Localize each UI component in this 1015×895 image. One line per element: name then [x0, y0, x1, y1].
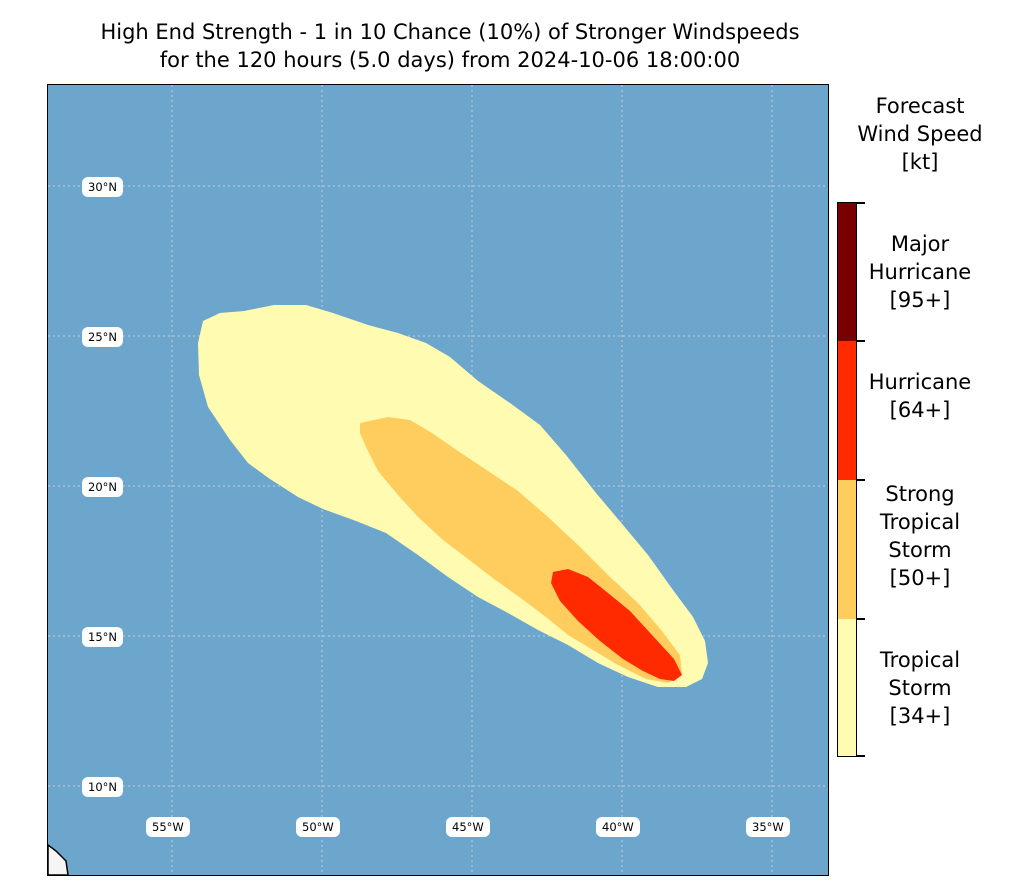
lon-label-45w: 45°W: [446, 817, 490, 837]
lon-label-50w: 50°W: [296, 817, 340, 837]
chart-title: High End Strength - 1 in 10 Chance (10%)…: [0, 18, 900, 74]
lon-label-55w: 55°W: [146, 817, 190, 837]
label-line: Strong: [885, 482, 955, 506]
lat-label-15n: 15°N: [82, 627, 123, 647]
colorbar-title-line-1: Forecast: [875, 94, 965, 118]
hurricane-swath: [551, 569, 682, 681]
colorbar-segment-tropical-storm: [838, 619, 856, 756]
label-line: Hurricane: [868, 370, 972, 394]
colorbar-tick: [856, 618, 865, 620]
title-line-2: for the 120 hours (5.0 days) from 2024-1…: [159, 48, 741, 72]
colorbar-label-strong-tropical-storm: Strong Tropical Storm [50+]: [845, 480, 995, 592]
lat-label-20n: 20°N: [82, 477, 123, 497]
label-line: Tropical: [879, 510, 961, 534]
colorbar-segment-hurricane: [838, 341, 856, 480]
map-panel[interactable]: 30°N 25°N 20°N 15°N 10°N 55°W 50°W 45°W …: [47, 84, 829, 876]
label-line: Hurricane: [868, 260, 972, 284]
label-line: [34+]: [889, 704, 951, 728]
lat-label-25n: 25°N: [82, 327, 123, 347]
colorbar-tick: [856, 340, 865, 342]
colorbar-segment-major-hurricane: [838, 203, 856, 341]
label-line: Major: [890, 232, 950, 256]
colorbar-title: Forecast Wind Speed [kt]: [840, 92, 1000, 176]
colorbar-tick: [856, 755, 865, 757]
colorbar-segment-strong-tropical-storm: [838, 480, 856, 619]
colorbar-title-line-2: Wind Speed: [857, 122, 983, 146]
colorbar-label-major-hurricane: Major Hurricane [95+]: [845, 230, 995, 314]
lat-label-30n: 30°N: [82, 177, 123, 197]
label-line: Storm: [888, 676, 952, 700]
lon-label-40w: 40°W: [596, 817, 640, 837]
label-line: [50+]: [889, 566, 951, 590]
lat-label-10n: 10°N: [82, 777, 123, 797]
colorbar-label-hurricane: Hurricane [64+]: [845, 368, 995, 424]
colorbar-tick: [856, 202, 865, 204]
lon-label-35w: 35°W: [746, 817, 790, 837]
colorbar: [837, 202, 857, 757]
map-canvas: [48, 85, 828, 875]
title-line-1: High End Strength - 1 in 10 Chance (10%)…: [100, 20, 800, 44]
label-line: Storm: [888, 538, 952, 562]
label-line: Tropical: [879, 648, 961, 672]
label-line: [95+]: [889, 288, 951, 312]
land-area: [48, 844, 69, 875]
colorbar-title-line-3: [kt]: [901, 150, 939, 174]
colorbar-label-tropical-storm: Tropical Storm [34+]: [845, 646, 995, 730]
colorbar-tick: [856, 479, 865, 481]
label-line: [64+]: [889, 398, 951, 422]
